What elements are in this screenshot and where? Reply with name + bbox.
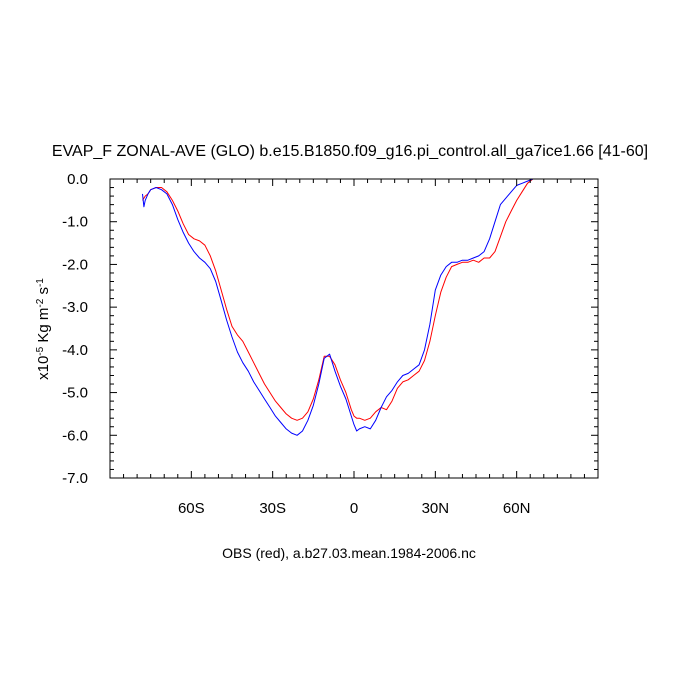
y-tick-label: -1.0 bbox=[62, 214, 88, 231]
y-tick-label: -6.0 bbox=[62, 427, 88, 444]
y-axis-label-unit2-exp: -1 bbox=[35, 278, 46, 287]
ticks-layer: 60S 30S 0 30N 60N 0.0 -1.0 -2.0 -3.0 -4.0 -5.0 -6.0… bbox=[62, 171, 598, 517]
y-axis-label-unit-exp: -2 bbox=[35, 298, 46, 307]
series-layer bbox=[142, 179, 598, 436]
y-axis-label-unit2: s bbox=[35, 287, 52, 299]
y-axis-label-unit: Kg m bbox=[35, 308, 52, 347]
y-axis-label-prefix: x10 bbox=[35, 356, 52, 380]
y-tick-label: 0.0 bbox=[67, 171, 88, 188]
y-tick-label: -3.0 bbox=[62, 299, 88, 316]
x-tick-label: 60N bbox=[503, 500, 531, 517]
x-tick-label: 0 bbox=[350, 500, 358, 517]
x-axis-label: OBS (red), a.b27.03.mean.1984-2006.nc bbox=[222, 545, 476, 561]
y-axis-label-exp: -5 bbox=[35, 346, 46, 355]
y-tick-label: -2.0 bbox=[62, 256, 88, 273]
chart-title: EVAP_F ZONAL-AVE (GLO) b.e15.B1850.f09_g… bbox=[52, 143, 648, 160]
y-axis-label: x10-5 Kg m-2 s-1 bbox=[35, 278, 53, 380]
y-tick-label: -4.0 bbox=[62, 342, 88, 359]
x-tick-label: 30N bbox=[422, 500, 450, 517]
series-line-0 bbox=[142, 179, 598, 421]
y-tick-label: -7.0 bbox=[62, 470, 88, 487]
x-tick-label: 60S bbox=[178, 500, 205, 517]
y-tick-label: -5.0 bbox=[62, 385, 88, 402]
series-line-1 bbox=[142, 179, 598, 436]
x-tick-label: 30S bbox=[259, 500, 286, 517]
